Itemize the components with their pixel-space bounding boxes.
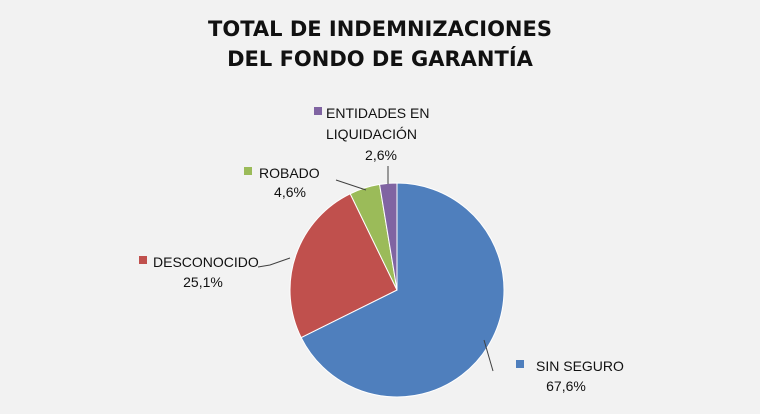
label-key-1 [139, 256, 147, 264]
slice-name-label-1: DESCONOCIDO [153, 254, 259, 270]
slice-value-label-3: 2,6% [365, 147, 397, 163]
slice-value-label-2: 4,6% [274, 184, 306, 200]
leader-line-1 [257, 257, 291, 268]
slice-value-label-1: 25,1% [183, 274, 223, 290]
pie-slice-0 [300, 182, 505, 398]
slice-name-label-2: ROBADO [259, 165, 320, 181]
leader-line-0 [483, 339, 494, 372]
slice-name-label-3-0: ENTIDADES EN [326, 105, 429, 121]
slice-name-label-0: SIN SEGURO [536, 358, 624, 374]
label-key-2 [244, 167, 252, 175]
chart-title-line-1: TOTAL DE INDEMNIZACIONES [208, 17, 552, 41]
pie-slice-1 [289, 193, 398, 339]
slice-value-label-0: 67,6% [546, 378, 586, 394]
leader-line-2 [335, 179, 367, 191]
label-key-3 [314, 107, 322, 115]
slice-name-label-3-1: LIQUIDACIÓN [326, 126, 417, 142]
label-key-0 [516, 360, 524, 368]
chart-title-line-2: DEL FONDO DE GARANTÍA [227, 47, 533, 71]
